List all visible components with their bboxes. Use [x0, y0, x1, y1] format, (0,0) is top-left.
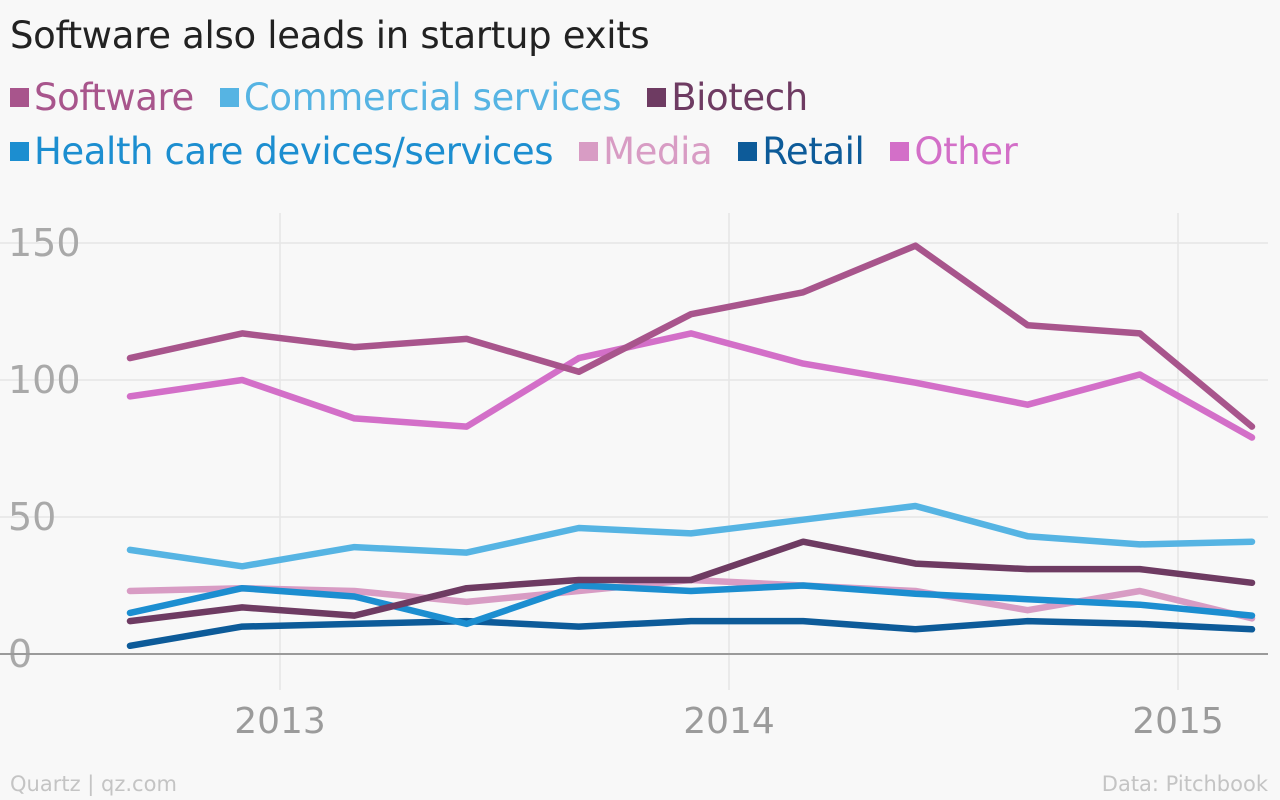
footer-credit: Quartz | qz.com	[10, 772, 177, 796]
legend-swatch-retail	[738, 142, 758, 161]
footer-data-source: Data: Pitchbook	[1101, 772, 1268, 796]
grid-layer	[0, 213, 1268, 690]
legend-swatch-other	[890, 142, 910, 161]
legend-swatch-health-care	[10, 142, 29, 161]
legend-item-software[interactable]: Software	[10, 76, 194, 119]
series-line-health-care-devices-services	[126, 582, 1256, 628]
legend-label-biotech: Biotech	[671, 76, 808, 119]
series-line-other	[126, 330, 1256, 441]
x-tick-label: 2015	[1132, 701, 1224, 742]
legend-label-other: Other	[914, 130, 1018, 173]
legend-label-health-care: Health care devices/services	[34, 130, 554, 173]
legend-swatch-media	[579, 142, 599, 161]
legend-swatch-biotech	[647, 88, 667, 107]
legend-swatch-commercial-services	[219, 88, 239, 107]
legend-item-retail[interactable]: Retail	[738, 130, 865, 173]
legend-label-media: Media	[603, 130, 713, 173]
legend-item-health-care[interactable]: Health care devices/services	[10, 130, 553, 173]
chart-title: Software also leads in startup exits	[10, 14, 650, 57]
legend-swatch-software	[10, 88, 29, 107]
y-tick-label: 100	[8, 358, 81, 402]
series-layer	[126, 242, 1256, 650]
legend-label-commercial-services: Commercial services	[243, 76, 622, 119]
legend-label-software: Software	[34, 76, 194, 119]
x-tick-label: 2014	[683, 701, 775, 742]
series-line-commercial-services	[126, 502, 1256, 570]
legend-item-media[interactable]: Media	[579, 130, 713, 173]
series-line-biotech	[126, 538, 1256, 625]
y-tick-label: 50	[8, 495, 56, 539]
legend-item-other[interactable]: Other	[890, 130, 1018, 173]
legend-item-biotech[interactable]: Biotech	[647, 76, 808, 119]
legend-label-retail: Retail	[762, 130, 865, 173]
legend-item-commercial-services[interactable]: Commercial services	[219, 76, 622, 119]
x-tick-label: 2013	[234, 701, 326, 742]
y-tick-label: 150	[8, 221, 81, 265]
legend-row-1: Software Commercial services Biotech	[10, 76, 834, 119]
series-line-software	[126, 242, 1256, 430]
legend-row-2: Health care devices/services Media Retai…	[10, 130, 1043, 173]
series-line-retail	[126, 617, 1256, 650]
